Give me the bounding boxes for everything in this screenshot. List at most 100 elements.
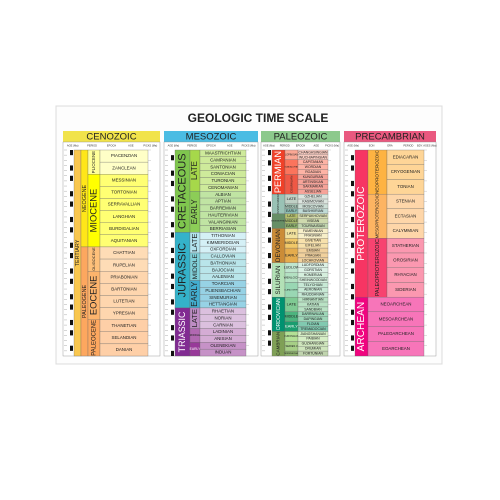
age-name: VALANGINIAN <box>208 219 237 224</box>
age-name: FLOIAN <box>307 322 320 326</box>
polarity-band <box>351 335 354 341</box>
age-name: JIANGSHANIAN <box>300 332 326 336</box>
age-name: HETTANGIAN <box>209 302 237 307</box>
age-name: CRYOGENIAN <box>391 169 420 174</box>
unit-name: LATE <box>287 302 297 307</box>
age-name: FAMENNIAN <box>303 229 323 233</box>
unit-name: PALEOPROTEROZOIC <box>375 239 381 296</box>
age-name: INDUAN <box>215 350 232 355</box>
era-header <box>164 131 258 142</box>
polarity-band <box>70 165 73 171</box>
unit-name: PENNSYLVANIAN <box>277 193 280 214</box>
polarity-band <box>171 196 174 202</box>
column-heading: PICKS (Ma) <box>242 144 256 148</box>
age-name: TOARCIAN <box>212 281 235 286</box>
age-cell <box>199 348 247 357</box>
unit-name: EARLY <box>286 224 298 228</box>
column-heading: PERIOD <box>280 144 290 148</box>
unit-name: MIDDLE <box>285 204 299 208</box>
polarity-band <box>70 201 73 207</box>
unit-name: CISURALIAN <box>289 176 293 193</box>
unit-name: EARLY <box>285 253 298 258</box>
age-name: RHAETIAN <box>212 309 234 314</box>
age-name: PAIBIAN <box>306 337 320 341</box>
column-heading: EPOCH <box>296 144 305 148</box>
age-name: CALYMMIAN <box>393 228 419 233</box>
unit-name: ARCHEAN <box>356 302 367 352</box>
column-heading: BDY. AGES (Ma) <box>417 144 437 148</box>
age-name: CHANGHSINGIAN <box>299 150 328 154</box>
age-name: BERRIASIAN <box>210 226 237 231</box>
age-name: SERRAVALLIAN <box>108 202 141 207</box>
age-name: BAJOCIAN <box>212 267 234 272</box>
unit-name: LATE <box>287 214 296 218</box>
unit-name: EARLY <box>286 209 298 213</box>
age-name: TURONIAN <box>212 178 235 183</box>
age-name: RHYACIAN <box>394 272 416 277</box>
column-heading: EPOCH <box>206 144 215 148</box>
age-name: EOARCHEAN <box>382 346 410 351</box>
polarity-band <box>70 304 73 310</box>
unit-name: LATE <box>287 196 297 201</box>
polarity-band <box>351 258 354 264</box>
polarity-band <box>171 335 174 341</box>
age-name: MESOARCHEAN <box>379 316 413 321</box>
age-name: SAKMARIAN <box>303 185 324 189</box>
era-header <box>344 131 436 142</box>
column-heading: PERIOD <box>187 144 197 148</box>
age-name: HOMERIAN <box>304 273 323 277</box>
unit-name: PERMIAN <box>273 151 283 193</box>
age-name: AERONIAN <box>304 288 322 292</box>
unit-name: ORDOVICIAN <box>276 298 282 330</box>
unit-name: EOCENE <box>88 276 98 315</box>
age-name: ARTINSKIAN <box>303 180 324 184</box>
polarity-band <box>351 155 354 161</box>
unit-name: PLIOCENE <box>91 151 96 173</box>
age-name: THANETIAN <box>112 323 137 328</box>
polarity-band <box>171 309 174 315</box>
polarity-band <box>351 294 354 300</box>
polarity-band <box>70 268 73 274</box>
column-heading: PERIOD <box>403 144 413 148</box>
age-name: MAASTRICHTIAN <box>205 151 241 156</box>
age-name: TELYCHIAN <box>304 283 323 287</box>
age-name: CAPITANIAN <box>303 160 324 164</box>
age-name: LUTETIAN <box>113 299 134 304</box>
age-name: OXFORDIAN <box>210 247 236 252</box>
era-header <box>63 131 160 142</box>
column-heading: EON <box>369 144 375 148</box>
age-name: ZANCLEAN <box>112 165 135 170</box>
age-name: CONIACIAN <box>211 171 235 176</box>
polarity-band <box>268 150 271 156</box>
unit-name: MIDDLE <box>285 315 299 319</box>
polarity-band <box>70 278 73 284</box>
polarity-band <box>351 268 354 274</box>
unit-name: EARLY <box>190 347 201 351</box>
unit-name: PROTEROZOIC <box>356 186 367 260</box>
age-name: OLENEKIAN <box>210 343 235 348</box>
age-name: TITHONIAN <box>211 233 235 238</box>
age-name: STATHERIAN <box>392 243 419 248</box>
unit-name: TRIASSIC <box>177 311 187 352</box>
unit-name: PALEOGENE <box>82 284 88 318</box>
unit-name: LATE <box>190 309 199 327</box>
column-heading: AGE <box>314 144 320 148</box>
age-name: MESSINIAN <box>112 177 136 182</box>
polarity-band <box>268 340 271 346</box>
age-name: SANDBIAN <box>304 307 322 311</box>
unit-name: PALEOCENE <box>92 320 98 356</box>
age-name: LADINIAN <box>213 329 233 334</box>
age-name: PALEOARCHEAN <box>378 331 414 336</box>
era-header <box>261 131 340 142</box>
era-name: PALEOZOIC <box>274 132 328 143</box>
age-name: KASIMOVIAN <box>302 199 324 203</box>
age-name: STENIAN <box>396 199 415 204</box>
polarity-band <box>70 242 73 248</box>
polarity-band <box>268 314 271 320</box>
polarity-band <box>351 206 354 212</box>
polarity-band <box>171 258 174 264</box>
age-name: TONIAN <box>397 184 414 189</box>
unit-name: MESOPROTEROZOIC <box>375 194 380 238</box>
age-name: CHATTIAN <box>113 250 135 255</box>
